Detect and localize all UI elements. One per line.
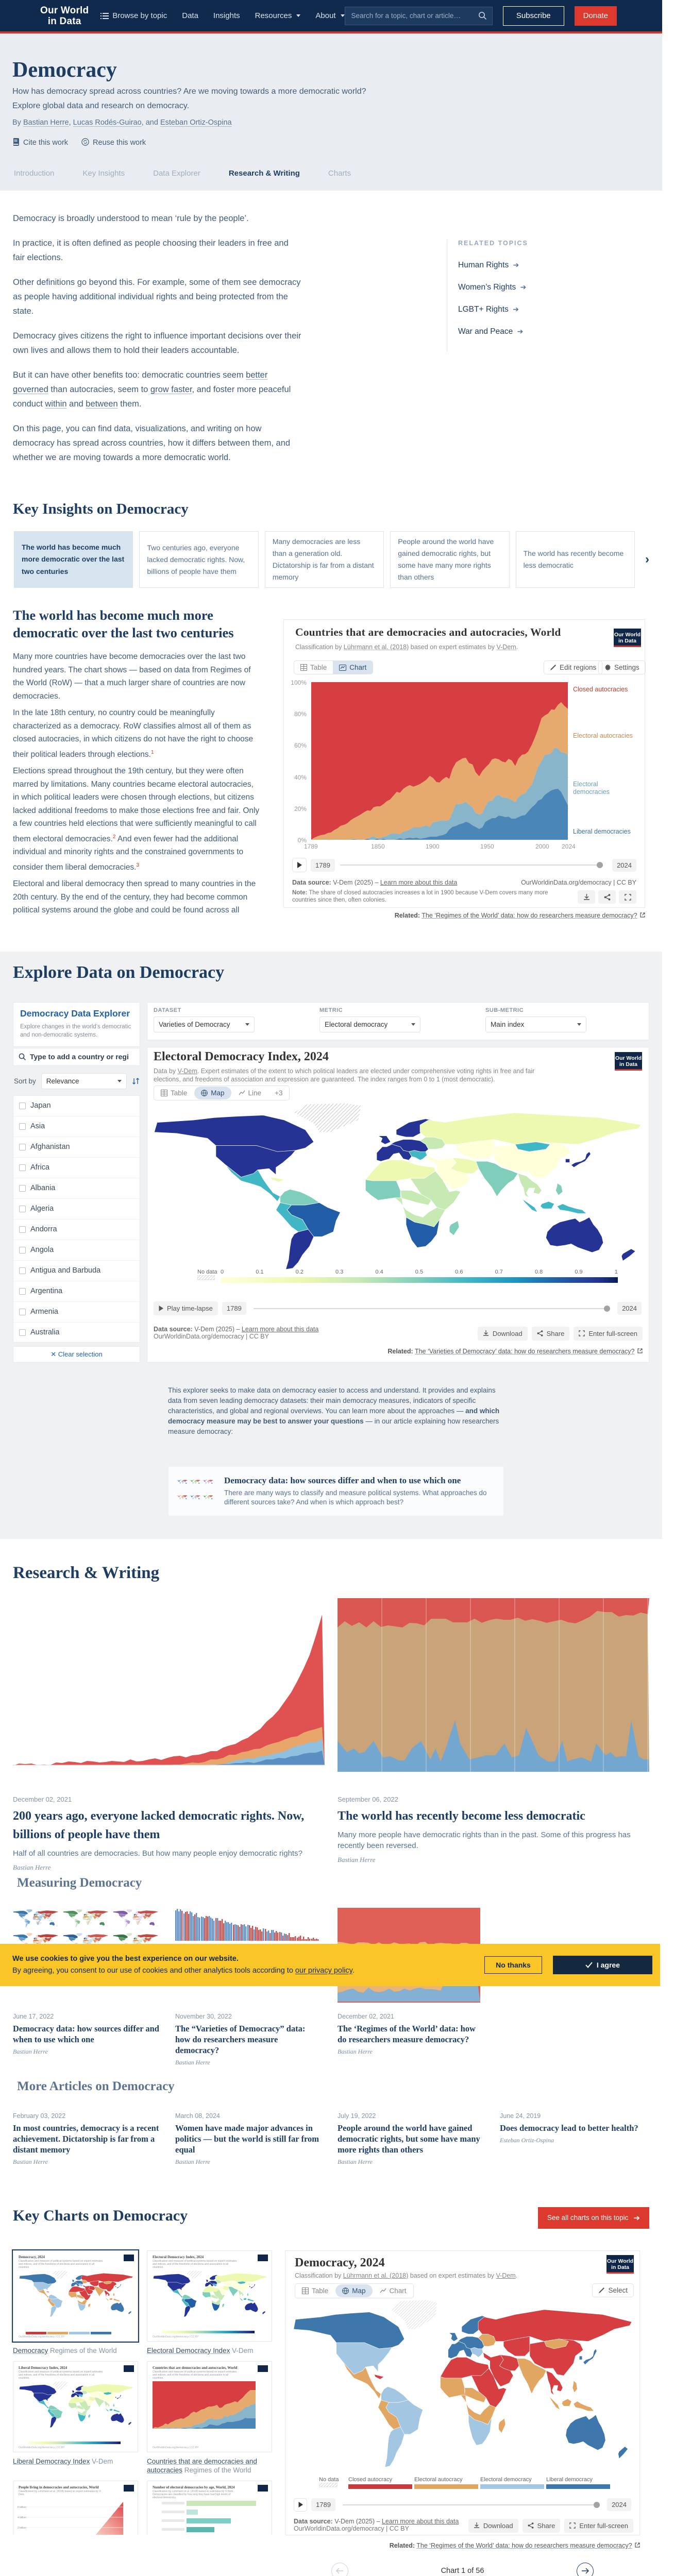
svg-text:4 billion: 4 billion [18, 2516, 26, 2519]
svg-text:2 billion: 2 billion [18, 2527, 26, 2530]
svg-text:6 billion: 6 billion [18, 2506, 26, 2509]
